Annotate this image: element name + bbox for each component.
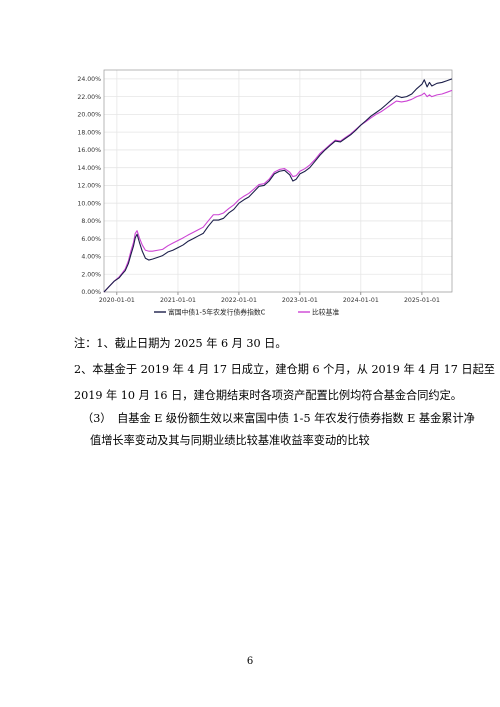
note-cutoff-date: 注：1、截止日期为 2025 年 6 月 30 日。 [74,337,287,350]
y-tick-label: 2.00% [81,271,101,278]
x-tick-label: 2021-01-01 [160,297,196,304]
note-establishment-line2: 2019 年 10 月 16 日，建仓期结束时各项资产配置比例均符合基金合同约定… [74,389,462,402]
y-tick-label: 24.00% [77,76,101,83]
y-tick-label: 22.00% [77,94,101,101]
y-tick-label: 4.00% [81,254,101,261]
legend-label-benchmark: 比较基准 [312,308,339,317]
x-tick-label: 2024-01-01 [343,297,379,304]
y-tick-label: 10.00% [77,200,101,207]
y-tick-label: 16.00% [77,147,101,154]
x-tick-label: 2022-01-01 [221,297,257,304]
y-tick-label: 12.00% [77,183,101,190]
plot-area-frame [103,69,453,293]
note-establishment-line1: 2、本基金于 2019 年 4 月 17 日成立，建仓期 6 个月，从 2019… [74,363,495,376]
x-tick-label: 2020-01-01 [99,297,135,304]
x-tick-label: 2025-01-01 [404,297,440,304]
line-chart: 0.00% 2.00% 4.00% 6.00% 8.00% 10.00% 12.00% 14.… [77,69,453,317]
performance-chart: 0.00% 2.00% 4.00% 6.00% 8.00% 10.00% 12.00% 14.… [72,62,458,324]
x-tick-label: 2023-01-01 [282,297,318,304]
section-3-heading-line2: 值增长率变动及其与同期业绩比较基准收益率变动的比较 [90,434,370,447]
y-tick-label: 14.00% [77,165,101,172]
y-tick-label: 20.00% [77,112,101,119]
section-3-heading-line1: （3） 自基金 E 级份额生效以来富国中债 1-5 年农发行债券指数 E 基金累… [82,412,475,425]
series-line-0 [103,78,453,293]
y-tick-label: 8.00% [81,218,101,225]
y-tick-label: 18.00% [77,129,101,136]
page-number: 6 [246,656,254,667]
legend-label-fund: 富国中债1-5年农发行债券指数C [168,308,266,317]
series-line-1 [103,89,453,293]
y-tick-label: 0.00% [81,289,101,296]
y-tick-label: 6.00% [81,236,101,243]
